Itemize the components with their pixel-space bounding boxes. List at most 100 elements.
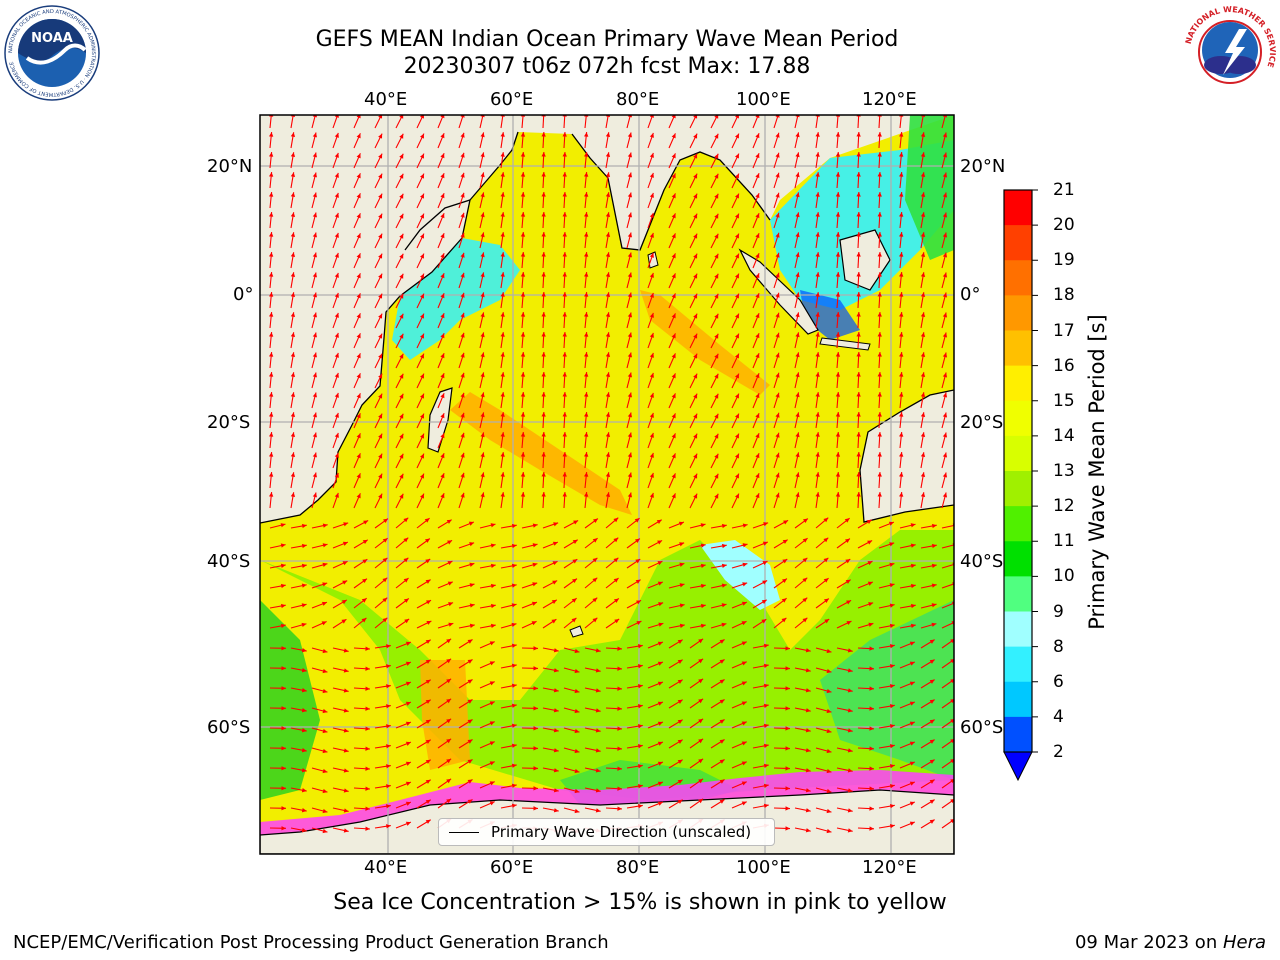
direction-arrow	[773, 392, 780, 409]
direction-arrow	[416, 213, 425, 229]
direction-arrow	[437, 581, 453, 589]
direction-arrow	[290, 412, 296, 429]
direction-arrow	[479, 312, 485, 329]
direction-arrow	[836, 599, 852, 609]
colorbar-tick-label: 8	[1053, 636, 1064, 657]
direction-arrow	[710, 473, 719, 489]
direction-arrow	[773, 412, 780, 429]
direction-arrow	[710, 523, 727, 529]
direction-arrow	[920, 739, 935, 749]
direction-arrow	[605, 646, 623, 651]
direction-arrow	[268, 372, 274, 389]
direction-arrow	[395, 253, 404, 269]
direction-arrow	[941, 272, 948, 289]
direction-arrow	[437, 560, 453, 569]
direction-arrow	[605, 432, 611, 449]
direction-arrow	[710, 433, 719, 449]
direction-arrow	[458, 212, 465, 229]
direction-arrow	[520, 352, 526, 369]
direction-arrow	[541, 371, 546, 389]
direction-arrow	[647, 332, 654, 349]
direction-arrow	[647, 761, 664, 769]
direction-arrow	[752, 472, 760, 489]
direction-arrow	[710, 659, 725, 669]
direction-arrow	[878, 783, 895, 789]
direction-arrow	[710, 213, 719, 229]
direction-arrow	[395, 133, 404, 149]
direction-arrow	[605, 372, 611, 389]
direction-arrow	[395, 781, 412, 789]
direction-arrow	[416, 115, 424, 129]
direction-arrow	[731, 413, 740, 429]
direction-arrow	[731, 661, 747, 669]
direction-arrow	[668, 333, 676, 349]
direction-arrow	[773, 452, 780, 469]
direction-arrow	[479, 132, 485, 149]
direction-arrow	[710, 583, 727, 589]
direction-arrow	[878, 542, 895, 549]
direction-arrow	[668, 413, 676, 429]
direction-arrow	[290, 452, 296, 469]
direction-arrow	[878, 703, 895, 709]
direction-arrow	[899, 603, 916, 609]
direction-arrow	[856, 191, 861, 209]
direction-arrow	[269, 686, 287, 691]
direction-arrow	[479, 152, 485, 169]
direction-arrow	[353, 786, 371, 791]
direction-arrow	[668, 759, 683, 769]
direction-arrow	[437, 778, 452, 789]
direction-arrow	[458, 132, 465, 149]
direction-arrow	[353, 520, 369, 529]
direction-arrow	[416, 133, 425, 149]
direction-arrow	[605, 452, 611, 469]
direction-arrow	[773, 617, 787, 629]
direction-arrow	[332, 492, 339, 509]
direction-arrow	[520, 272, 526, 289]
direction-arrow	[374, 233, 383, 249]
direction-arrow	[815, 152, 820, 169]
direction-arrow	[311, 452, 317, 469]
direction-arrow	[542, 707, 559, 713]
direction-arrow	[520, 252, 526, 269]
direction-arrow	[941, 232, 948, 249]
direction-arrow	[920, 472, 926, 489]
direction-arrow	[941, 758, 954, 769]
direction-arrow	[941, 292, 948, 309]
direction-arrow	[353, 706, 371, 711]
direction-arrow	[605, 412, 611, 429]
direction-arrow	[500, 292, 505, 309]
direction-arrow	[710, 353, 719, 369]
direction-arrow	[941, 192, 948, 209]
direction-arrow	[710, 293, 719, 309]
direction-arrow	[773, 746, 791, 751]
direction-arrow	[605, 577, 619, 589]
direction-arrow	[562, 231, 567, 249]
direction-arrow	[500, 723, 517, 729]
direction-arrow	[710, 413, 719, 429]
direction-arrow	[437, 738, 452, 749]
direction-arrow	[773, 726, 791, 731]
direction-arrow	[332, 707, 349, 713]
direction-arrow	[773, 558, 788, 569]
direction-arrow	[835, 432, 841, 449]
direction-arrow	[941, 432, 948, 449]
direction-arrow	[269, 583, 286, 589]
direction-arrow	[353, 115, 361, 129]
direction-arrow	[395, 393, 404, 409]
direction-arrow	[689, 738, 704, 749]
direction-arrow	[353, 746, 371, 751]
direction-arrow	[794, 452, 800, 469]
direction-arrow	[835, 212, 841, 229]
direction-arrow	[899, 132, 904, 149]
direction-arrow	[353, 213, 361, 229]
direction-arrow	[353, 666, 371, 671]
direction-arrow	[268, 432, 274, 449]
direction-arrow	[710, 639, 725, 649]
direction-arrow	[752, 618, 767, 629]
direction-arrow	[395, 493, 404, 509]
direction-arrow	[563, 747, 580, 754]
direction-arrow	[689, 678, 704, 689]
direction-arrow	[605, 312, 611, 329]
direction-arrow	[521, 666, 539, 671]
colorbar-tick-label: 6	[1053, 671, 1064, 692]
